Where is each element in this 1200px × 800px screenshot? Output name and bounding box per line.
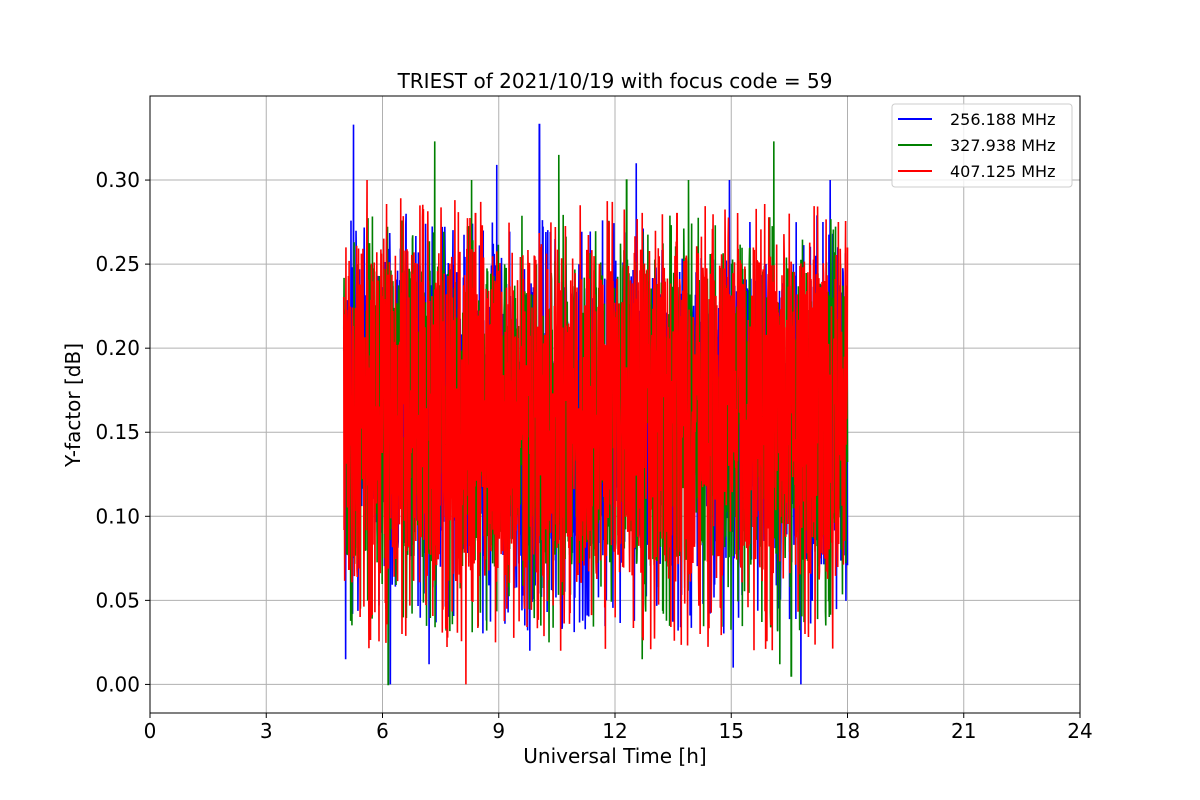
legend-box [891, 103, 1073, 188]
x-axis-label: Universal Time [h] [523, 744, 706, 768]
y-tick-label: 0.25 [95, 252, 140, 276]
x-tick-label: 6 [376, 719, 389, 743]
x-tick-label: 21 [951, 719, 976, 743]
x-tick-label: 3 [260, 719, 273, 743]
x-tick-label: 18 [835, 719, 860, 743]
legend-label: 327.938 MHz [950, 136, 1055, 155]
chart-title: TRIEST of 2021/10/19 with focus code = 5… [397, 69, 833, 93]
x-axis-ticks: 0 3 6 9 12 15 18 21 24 [144, 713, 1093, 743]
plot-series [342, 123, 849, 686]
y-tick-label: 0.00 [95, 672, 140, 696]
legend: 256.188 MHz 327.938 MHz 407.125 MHz [891, 103, 1073, 188]
x-tick-label: 12 [602, 719, 627, 743]
x-tick-label: 24 [1067, 719, 1092, 743]
x-tick-label: 15 [719, 719, 744, 743]
y-tick-label: 0.05 [95, 588, 140, 612]
y-tick-label: 0.10 [95, 504, 140, 528]
y-axis-ticks: 0.00 0.05 0.10 0.15 0.20 0.25 0.30 [95, 168, 150, 696]
y-tick-label: 0.15 [95, 420, 140, 444]
x-tick-label: 0 [144, 719, 157, 743]
legend-label: 256.188 MHz [950, 110, 1055, 129]
y-axis-label: Y-factor [dB] [61, 343, 85, 468]
series-line-2 [342, 180, 849, 685]
legend-label: 407.125 MHz [950, 162, 1055, 181]
x-tick-label: 9 [492, 719, 505, 743]
y-tick-label: 0.20 [95, 336, 140, 360]
y-tick-label: 0.30 [95, 168, 140, 192]
